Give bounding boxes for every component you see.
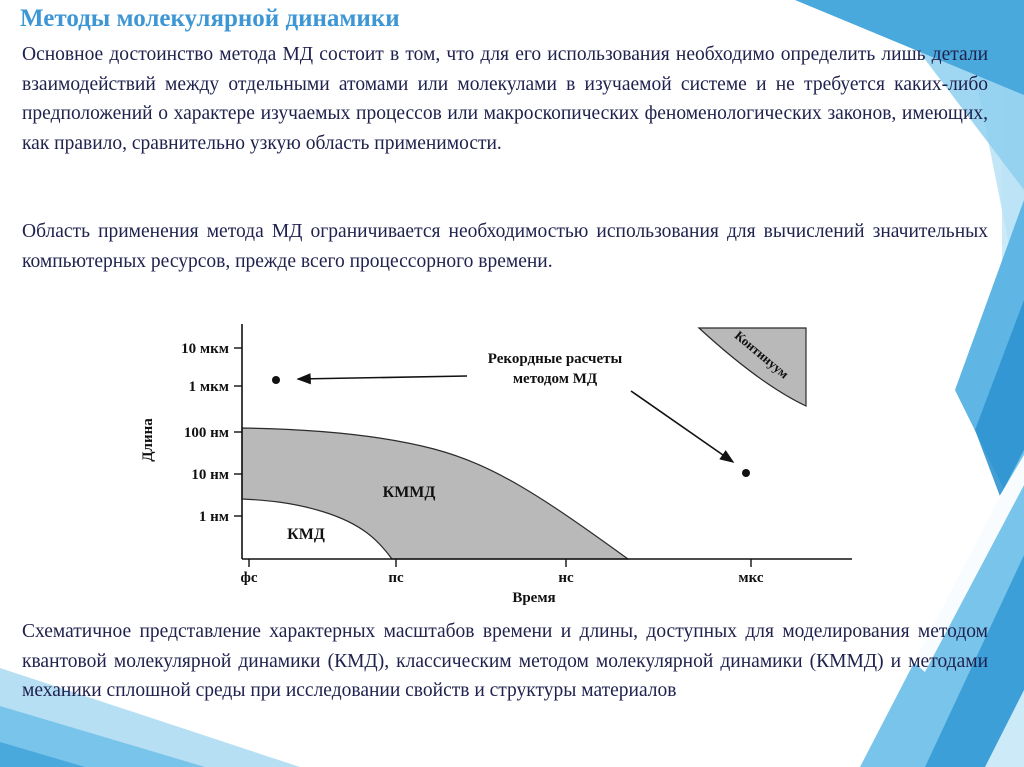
annotation-arrow-right [630,390,735,463]
body-paragraph-2: Область применения метода МД ограничивае… [22,221,988,272]
x-tick-label-us: мкс [738,570,763,586]
annotation-arrow-left [296,373,468,385]
y-tick-label-10nm: 10 нм [191,467,229,483]
slide-title: Методы молекулярной динамики [20,5,400,32]
scales-figure: 10 мкм 1 мкм 100 нм 10 нм 1 нм фс пс нс … [126,318,861,616]
annotation-line-2: методом МД [513,371,598,387]
bottom-left-wedge-decoration [0,668,300,767]
scales-chart: 10 мкм 1 мкм 100 нм 10 нм 1 нм фс пс нс … [140,324,852,606]
y-axis-label: Длина [140,418,156,462]
y-tick-label-1um: 1 мкм [189,379,229,395]
continuum-region-shape [697,327,807,407]
y-tick-label-1nm: 1 нм [199,509,229,525]
record-point-femtosecond [272,376,280,384]
x-tick-label-ps: пс [388,570,404,586]
x-axis-label: Время [512,590,555,606]
x-tick-label-fs: фс [240,570,257,586]
kmmd-region-shape [241,427,630,560]
y-tick-label-100nm: 100 нм [184,425,229,441]
y-tick-marks [234,347,242,517]
y-tick-label-10um: 10 мкм [181,341,229,357]
annotation-line-1: Рекордные расчеты [488,351,623,367]
kmmd-region-label: КММД [383,484,436,501]
figure-caption: Схематичное представление характерных ма… [22,621,988,701]
x-tick-label-ns: нс [558,570,574,586]
body-paragraph-1: Основное достоинство метода МД состоит в… [22,44,988,154]
kmd-region-label: КМД [287,526,325,543]
x-tick-marks [248,559,752,567]
right-ribbon-decoration [795,0,1024,767]
record-point-microsecond [742,469,750,477]
